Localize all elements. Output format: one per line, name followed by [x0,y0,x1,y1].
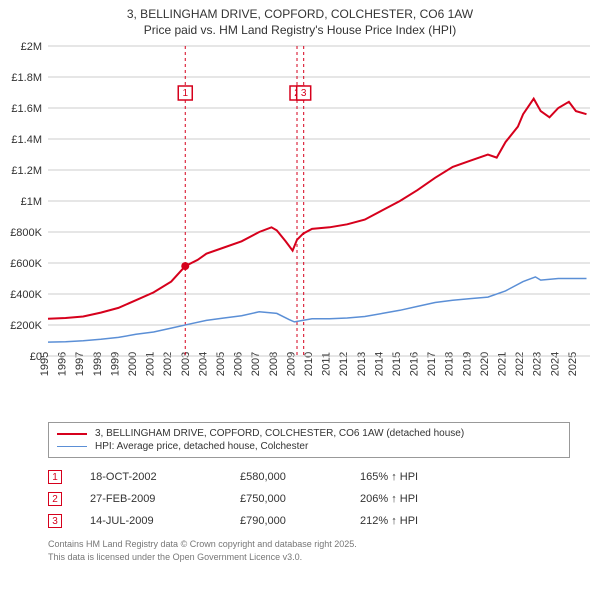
sale-price: £580,000 [240,471,360,483]
svg-text:£1.4M: £1.4M [11,134,42,146]
svg-text:1: 1 [182,89,188,100]
sale-date: 27-FEB-2009 [90,493,240,505]
sale-marker-box: 1 [48,470,62,484]
footer-line-1: Contains HM Land Registry data © Crown c… [48,538,570,550]
line-chart-svg: £0£200K£400K£600K£800K£1M£1.2M£1.4M£1.6M… [0,38,600,418]
svg-text:£600K: £600K [10,258,42,270]
sale-pct: 206% ↑ HPI [360,493,480,505]
sale-price: £750,000 [240,493,360,505]
sale-date: 18-OCT-2002 [90,471,240,483]
svg-text:£2M: £2M [21,41,42,53]
svg-text:2015: 2015 [391,352,403,376]
sale-marker-box: 3 [48,514,62,528]
svg-text:£200K: £200K [10,320,42,332]
svg-text:£400K: £400K [10,289,42,301]
svg-text:2008: 2008 [268,352,280,376]
table-row: 1 18-OCT-2002£580,000165% ↑ HPI [48,466,570,488]
svg-text:1999: 1999 [109,352,121,376]
sale-price: £790,000 [240,515,360,527]
svg-text:2019: 2019 [461,352,473,376]
legend-label-hpi: HPI: Average price, detached house, Colc… [95,441,308,452]
svg-text:3: 3 [301,89,307,100]
title-line-2: Price paid vs. HM Land Registry's House … [0,22,600,38]
legend-swatch-hpi [57,446,87,447]
svg-text:2005: 2005 [215,352,227,376]
title-line-1: 3, BELLINGHAM DRIVE, COPFORD, COLCHESTER… [0,6,600,22]
svg-text:2000: 2000 [127,352,139,376]
svg-text:2009: 2009 [285,352,297,376]
svg-text:2020: 2020 [479,352,491,376]
svg-text:1996: 1996 [57,352,69,376]
sale-pct: 212% ↑ HPI [360,515,480,527]
svg-text:1998: 1998 [92,352,104,376]
sales-table: 1 18-OCT-2002£580,000165% ↑ HPI 2 27-FEB-20… [48,466,570,532]
legend-row-hpi: HPI: Average price, detached house, Colc… [57,440,561,453]
svg-text:2014: 2014 [373,352,385,376]
legend-label-main: 3, BELLINGHAM DRIVE, COPFORD, COLCHESTER… [95,428,464,439]
legend-row-main: 3, BELLINGHAM DRIVE, COPFORD, COLCHESTER… [57,427,561,440]
svg-text:2023: 2023 [532,352,544,376]
svg-text:2017: 2017 [426,352,438,376]
legend-swatch-main [57,433,87,435]
svg-text:2018: 2018 [444,352,456,376]
svg-text:£1M: £1M [21,196,42,208]
svg-text:2016: 2016 [409,352,421,376]
chart-area: £0£200K£400K£600K£800K£1M£1.2M£1.4M£1.6M… [0,38,600,418]
svg-text:2024: 2024 [549,352,561,376]
sale-marker-box: 2 [48,492,62,506]
svg-text:£1.8M: £1.8M [11,72,42,84]
svg-text:2004: 2004 [197,352,209,376]
sale-date: 14-JUL-2009 [90,515,240,527]
svg-text:2013: 2013 [356,352,368,376]
svg-text:2001: 2001 [145,352,157,376]
sale-pct: 165% ↑ HPI [360,471,480,483]
svg-text:1997: 1997 [74,352,86,376]
svg-text:2012: 2012 [338,352,350,376]
svg-text:1995: 1995 [39,352,51,376]
svg-text:£1.2M: £1.2M [11,165,42,177]
svg-text:2003: 2003 [180,352,192,376]
svg-text:2006: 2006 [233,352,245,376]
svg-text:£800K: £800K [10,227,42,239]
footer-line-2: This data is licensed under the Open Gov… [48,551,570,563]
svg-text:2010: 2010 [303,352,315,376]
svg-text:£1.6M: £1.6M [11,103,42,115]
table-row: 2 27-FEB-2009£750,000206% ↑ HPI [48,488,570,510]
chart-title-block: 3, BELLINGHAM DRIVE, COPFORD, COLCHESTER… [0,0,600,38]
svg-text:2025: 2025 [567,352,579,376]
svg-text:2007: 2007 [250,352,262,376]
svg-text:2002: 2002 [162,352,174,376]
svg-text:2022: 2022 [514,352,526,376]
footer-attribution: Contains HM Land Registry data © Crown c… [48,538,570,562]
legend: 3, BELLINGHAM DRIVE, COPFORD, COLCHESTER… [48,422,570,458]
svg-text:2021: 2021 [497,352,509,376]
table-row: 3 14-JUL-2009£790,000212% ↑ HPI [48,510,570,532]
